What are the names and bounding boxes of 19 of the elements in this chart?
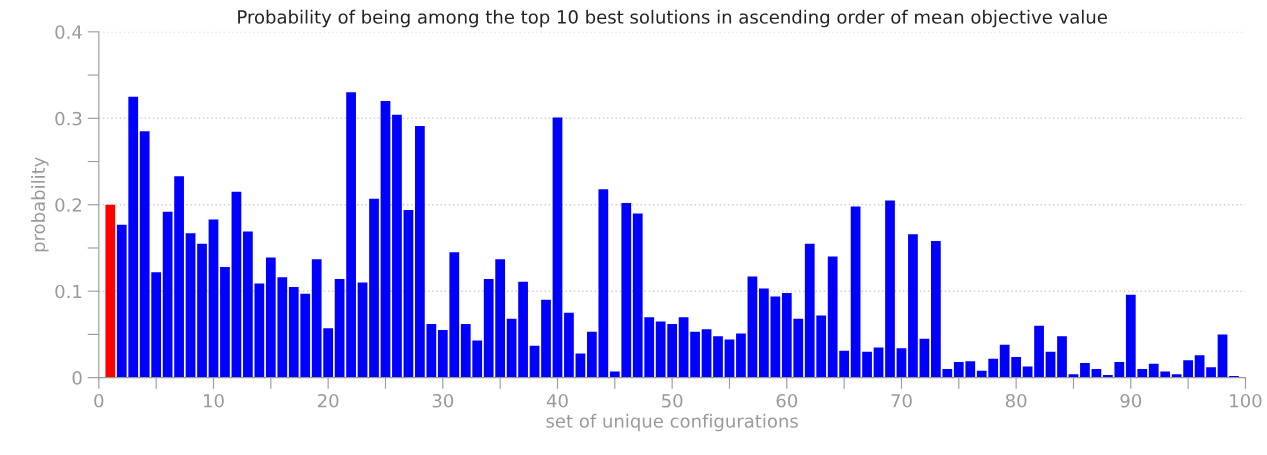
x-tick-label: 80: [1005, 393, 1027, 408]
x-tick-label: 70: [891, 393, 912, 408]
y-tick-label: 0.3: [55, 111, 82, 126]
chart-title: Probability of being among the top 10 best solutions in ascending order of mean objective value: [238, 9, 1107, 28]
x-tick-label: 50: [662, 393, 683, 408]
y-axis-title: probability: [31, 157, 49, 252]
x-tick-label: 10: [203, 393, 224, 408]
y-tick-label: 0: [72, 371, 82, 385]
y-tick-label: 0.2: [55, 198, 82, 212]
x-tick-label: 40: [546, 393, 568, 408]
x-tick-label: 60: [776, 393, 798, 408]
y-tick-label: 0.4: [55, 25, 82, 39]
y-tick-label: 0.1: [55, 284, 82, 299]
x-tick-label: 20: [317, 393, 339, 408]
x-axis-title: set of unique configurations: [546, 413, 798, 432]
x-tick-label: 100: [1230, 393, 1262, 408]
x-tick-label: 0: [94, 393, 104, 408]
x-tick-label: 30: [432, 393, 454, 408]
x-tick-label: 90: [1120, 393, 1142, 408]
